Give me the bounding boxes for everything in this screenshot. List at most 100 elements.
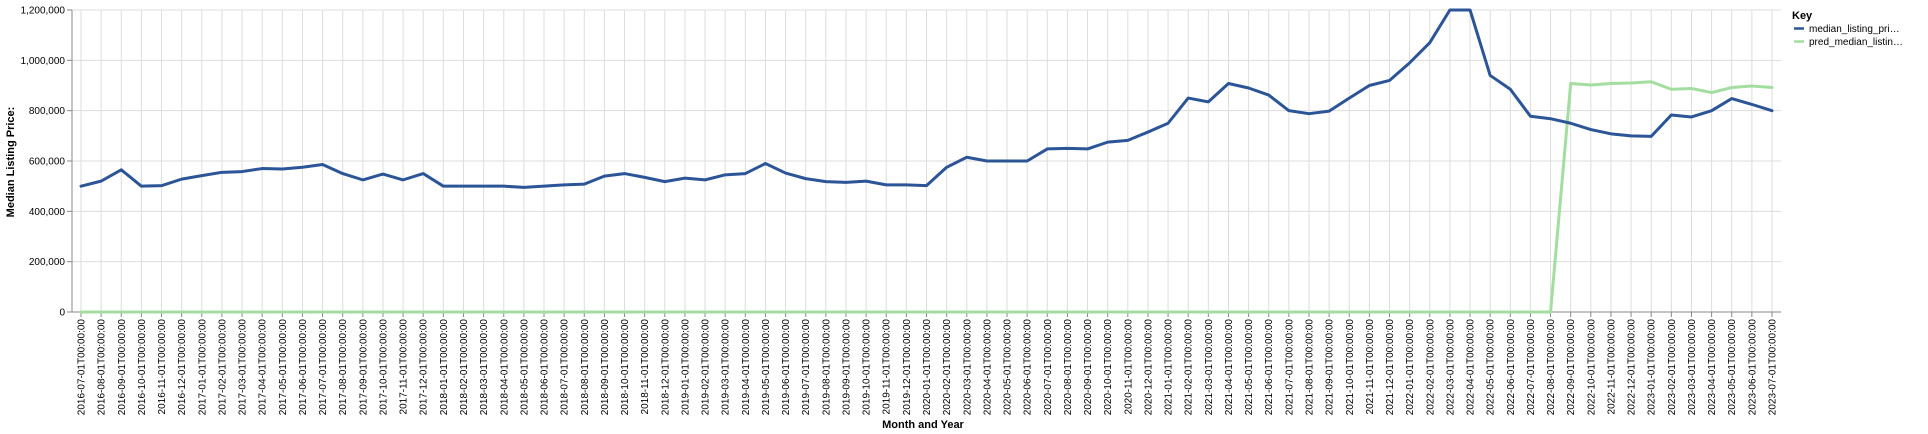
x-tick-label: 2023-05-01T00:00:00: [1727, 319, 1738, 416]
x-tick-label: 2020-06-01T00:00:00: [1023, 319, 1034, 416]
x-tick-label: 2017-09-01T00:00:00: [358, 319, 369, 416]
series-line-pred-median-listing-price: [79, 80, 1774, 314]
x-tick-label: 2021-12-01T00:00:00: [1385, 319, 1396, 416]
x-tick-label: 2019-06-01T00:00:00: [781, 319, 792, 416]
x-tick-label: 2022-09-01T00:00:00: [1566, 319, 1577, 416]
x-tick-label: 2023-07-01T00:00:00: [1768, 319, 1779, 416]
x-tick-label: 2021-10-01T00:00:00: [1345, 319, 1356, 416]
x-tick-label: 2023-06-01T00:00:00: [1747, 319, 1758, 416]
x-tick-label: 2018-05-01T00:00:00: [519, 319, 530, 416]
y-tick-label: 200,000: [29, 257, 66, 268]
y-tick-label: 800,000: [29, 106, 66, 117]
y-axis: 0 200,000 400,000 600,000 800,000 1,000,000 1,…: [21, 6, 73, 319]
x-tick-label: 2020-10-01T00:00:00: [1103, 319, 1114, 416]
x-tick-label: 2021-08-01T00:00:00: [1304, 319, 1315, 416]
x-tick-label: 2018-08-01T00:00:00: [580, 319, 591, 416]
x-tick-label: 2020-01-01T00:00:00: [922, 319, 933, 416]
x-tick-label: 2022-02-01T00:00:00: [1425, 319, 1436, 416]
x-tick-label: 2021-03-01T00:00:00: [1204, 319, 1215, 416]
x-tick-label: 2023-04-01T00:00:00: [1707, 319, 1718, 416]
x-tick-label: 2017-07-01T00:00:00: [318, 319, 329, 416]
legend: Key median_listing_pri… pred_median_listi…: [1792, 10, 1903, 48]
x-tick-label: 2017-06-01T00:00:00: [298, 319, 309, 416]
x-tick-label: 2022-11-01T00:00:00: [1606, 319, 1617, 415]
x-tick-label: 2023-01-01T00:00:00: [1647, 319, 1658, 416]
legend-label: pred_median_listin…: [1809, 37, 1903, 48]
x-tick-label: 2019-01-01T00:00:00: [680, 319, 691, 416]
x-tick-label: 2021-11-01T00:00:00: [1365, 319, 1376, 415]
x-tick-label: 2016-09-01T00:00:00: [117, 319, 128, 416]
x-tick-label: 2018-09-01T00:00:00: [600, 319, 611, 416]
x-tick-label: 2018-07-01T00:00:00: [560, 319, 571, 416]
x-tick-label: 2018-11-01T00:00:00: [640, 319, 651, 415]
x-tick-label: 2022-04-01T00:00:00: [1466, 319, 1477, 416]
x-tick-label: 2018-04-01T00:00:00: [499, 319, 510, 416]
x-tick-label: 2020-04-01T00:00:00: [982, 319, 993, 416]
x-tick-label: 2018-12-01T00:00:00: [660, 319, 671, 416]
x-tick-label: 2016-07-01T00:00:00: [77, 319, 88, 416]
x-tick-label: 2022-10-01T00:00:00: [1586, 319, 1597, 416]
x-tick-label: 2018-06-01T00:00:00: [540, 319, 551, 416]
x-tick-label: 2022-12-01T00:00:00: [1627, 319, 1638, 416]
x-tick-label: 2020-07-01T00:00:00: [1043, 319, 1054, 416]
x-tick-label: 2019-10-01T00:00:00: [862, 319, 873, 416]
series-layer: [79, 8, 1774, 314]
x-tick-label: 2019-12-01T00:00:00: [902, 319, 913, 416]
x-tick-label: 2016-11-01T00:00:00: [157, 319, 168, 415]
x-tick-label: 2020-03-01T00:00:00: [962, 319, 973, 416]
x-tick-label: 2020-05-01T00:00:00: [1003, 319, 1014, 416]
x-tick-label: 2018-03-01T00:00:00: [479, 319, 490, 416]
x-tick-label: 2018-10-01T00:00:00: [620, 319, 631, 416]
x-tick-label: 2022-05-01T00:00:00: [1486, 319, 1497, 416]
y-tick-label: 1,000,000: [21, 56, 66, 67]
x-tick-label: 2016-10-01T00:00:00: [137, 319, 148, 416]
x-tick-label: 2023-03-01T00:00:00: [1687, 319, 1698, 416]
x-tick-label: 2017-01-01T00:00:00: [197, 319, 208, 416]
x-tick-label: 2019-07-01T00:00:00: [801, 319, 812, 416]
y-tick-label: 0: [59, 308, 65, 319]
x-tick-label: 2021-06-01T00:00:00: [1264, 319, 1275, 416]
y-axis-title: Median Listing Price:: [5, 107, 17, 218]
x-axis: 2016-07-01T00:00:00 2016-08-01T00:00:00 20…: [72, 311, 1781, 416]
x-tick-label: 2021-01-01T00:00:00: [1164, 319, 1175, 416]
x-tick-label: 2022-08-01T00:00:00: [1546, 319, 1557, 416]
x-tick-label: 2016-12-01T00:00:00: [177, 319, 188, 416]
x-tick-label: 2019-09-01T00:00:00: [841, 319, 852, 416]
y-tick-label: 600,000: [29, 157, 66, 168]
x-tick-label: 2023-02-01T00:00:00: [1667, 319, 1678, 416]
x-tick-label: 2018-02-01T00:00:00: [459, 319, 470, 416]
series-line-median-listing-price: [79, 8, 1774, 189]
x-tick-label: 2017-12-01T00:00:00: [419, 319, 430, 416]
y-tick-label: 1,200,000: [21, 6, 66, 17]
x-tick-label: 2021-02-01T00:00:00: [1184, 319, 1195, 416]
x-tick-label: 2020-02-01T00:00:00: [942, 319, 953, 416]
x-tick-label: 2020-12-01T00:00:00: [1143, 319, 1154, 416]
x-tick-label: 2022-07-01T00:00:00: [1526, 319, 1537, 416]
x-tick-label: 2019-04-01T00:00:00: [741, 319, 752, 416]
x-tick-label: 2019-02-01T00:00:00: [701, 319, 712, 416]
x-tick-label: 2020-09-01T00:00:00: [1083, 319, 1094, 416]
x-tick-label: 2021-04-01T00:00:00: [1224, 319, 1235, 416]
x-tick-label: 2019-08-01T00:00:00: [821, 319, 832, 416]
grid: [72, 9, 1781, 313]
x-tick-label: 2017-02-01T00:00:00: [217, 319, 228, 416]
legend-title: Key: [1792, 10, 1813, 22]
legend-label: median_listing_pri…: [1809, 24, 1900, 35]
x-tick-label: 2020-11-01T00:00:00: [1123, 319, 1134, 415]
x-tick-label: 2021-09-01T00:00:00: [1325, 319, 1336, 416]
x-tick-label: 2021-07-01T00:00:00: [1284, 319, 1295, 416]
x-tick-label: 2022-01-01T00:00:00: [1405, 319, 1416, 416]
x-tick-label: 2018-01-01T00:00:00: [439, 319, 450, 416]
x-tick-label: 2020-08-01T00:00:00: [1063, 319, 1074, 416]
x-tick-label: 2017-04-01T00:00:00: [258, 319, 269, 416]
x-tick-label: 2017-10-01T00:00:00: [378, 319, 389, 416]
y-tick-label: 400,000: [29, 207, 66, 218]
x-tick-label: 2022-06-01T00:00:00: [1506, 319, 1517, 416]
x-tick-label: 2017-05-01T00:00:00: [278, 319, 289, 416]
x-tick-label: 2016-08-01T00:00:00: [97, 319, 108, 416]
x-tick-label: 2017-03-01T00:00:00: [238, 319, 249, 416]
x-axis-title: Month and Year: [882, 419, 964, 431]
x-tick-label: 2019-03-01T00:00:00: [721, 319, 732, 416]
